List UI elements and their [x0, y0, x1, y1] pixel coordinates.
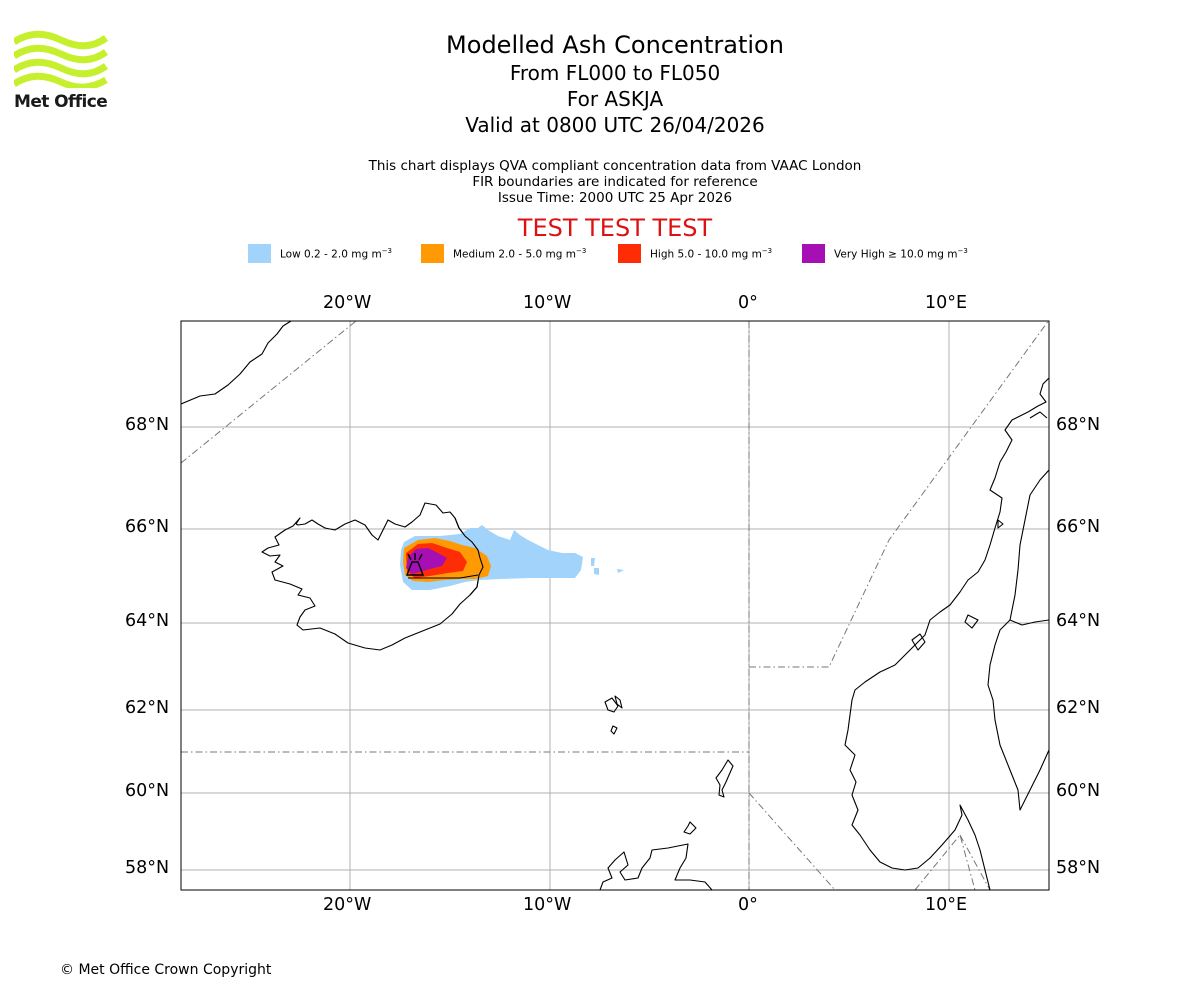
valid-time: Valid at 0800 UTC 26/04/2026: [465, 113, 765, 137]
lat-tick-right: 60°N: [1056, 781, 1101, 801]
lon-tick-top: 20°W: [323, 293, 372, 313]
faroe-islands: [604, 697, 619, 713]
ash-plume: [400, 525, 624, 590]
volcano-icon: [405, 553, 425, 576]
greenland-coast: [181, 321, 292, 405]
lat-tick-left: 62°N: [125, 698, 170, 718]
graticule: [181, 321, 1049, 890]
subtitle-line: FIR boundaries are indicated for referen…: [472, 174, 758, 190]
legend-unit-exponent: −3: [761, 247, 773, 255]
lat-tick-left: 64°N: [125, 611, 170, 631]
lon-tick-top: 10°E: [925, 293, 968, 313]
scotland-coast: [599, 843, 713, 890]
logo-text: Met Office: [14, 92, 108, 112]
ash-very-high-area: [406, 548, 447, 574]
lon-tick-bottom: 10°E: [925, 895, 968, 915]
chart-titles: Modelled Ash Concentration From FL000 to…: [315, 30, 915, 138]
legend-swatch-very-high: [802, 244, 825, 263]
legend-unit-exponent: −3: [957, 247, 968, 255]
lat-tick-right: 62°N: [1056, 698, 1101, 718]
lat-tick-right: 64°N: [1056, 611, 1101, 631]
met-office-waves-icon: [12, 30, 109, 91]
lon-tick-top: 10°W: [523, 293, 572, 313]
legend-label-medium: Medium 2.0 - 5.0 mg m: [453, 248, 576, 261]
legend-label-very-high: Very High ≥ 10.0 mg m: [834, 248, 958, 261]
coastlines: [181, 321, 1049, 890]
legend-swatch-low: [248, 244, 271, 263]
iceland-coast: [261, 502, 484, 651]
legend-unit-exponent: −3: [381, 247, 393, 255]
lat-tick-left: 66°N: [125, 517, 170, 537]
chart-title: Modelled Ash Concentration: [446, 31, 784, 59]
legend-label-high: High 5.0 - 10.0 mg m: [650, 248, 762, 261]
map-frame: [180, 320, 1050, 891]
legend-swatch-medium: [421, 244, 444, 263]
norway-coast: [844, 377, 1049, 890]
orkney-islands: [683, 821, 697, 835]
lat-tick-right: 58°N: [1056, 858, 1101, 878]
legend-unit-exponent: −3: [575, 247, 587, 255]
volcano-name: For ASKJA: [566, 87, 664, 111]
flight-level-range: From FL000 to FL050: [509, 61, 721, 85]
subtitle-line: This chart displays QVA compliant concen…: [368, 158, 862, 174]
lat-tick-left: 68°N: [125, 415, 170, 435]
lon-tick-bottom: 0°: [738, 895, 758, 915]
lon-tick-top: 0°: [738, 293, 758, 313]
lat-tick-right: 68°N: [1056, 415, 1101, 435]
lon-tick-bottom: 10°W: [523, 895, 572, 915]
met-office-logo: Met Office: [12, 30, 109, 112]
lat-tick-left: 58°N: [125, 858, 170, 878]
legend-label-low: Low 0.2 - 2.0 mg m: [280, 248, 382, 261]
test-banner: TEST TEST TEST: [517, 214, 713, 242]
lat-tick-right: 66°N: [1056, 517, 1101, 537]
lat-tick-left: 60°N: [125, 781, 170, 801]
legend-swatch-high: [618, 244, 641, 263]
shetland-islands: [715, 759, 734, 798]
lon-tick-bottom: 20°W: [323, 895, 372, 915]
copyright-notice: © Met Office Crown Copyright: [60, 962, 272, 978]
subtitle-line: Issue Time: 2000 UTC 25 Apr 2026: [497, 190, 733, 206]
fir-boundaries: [181, 321, 1049, 890]
chart-subtitle: This chart displays QVA compliant concen…: [315, 158, 915, 206]
